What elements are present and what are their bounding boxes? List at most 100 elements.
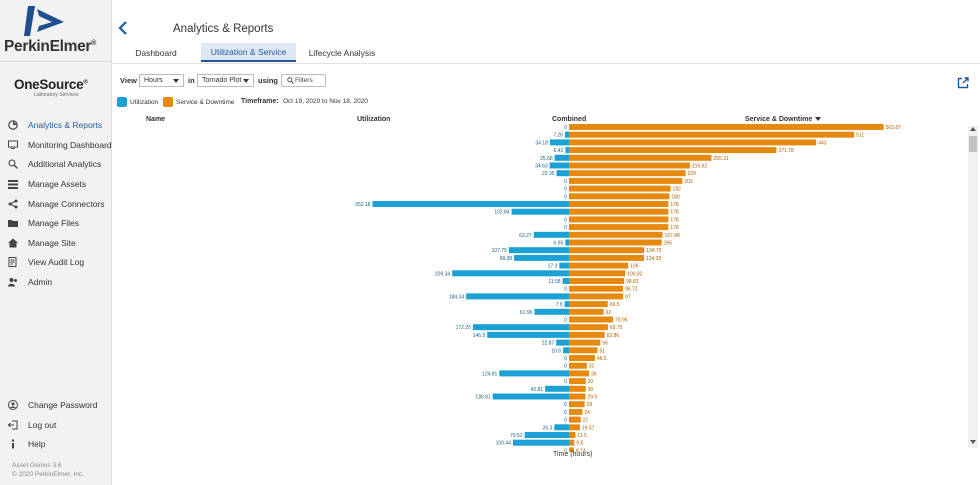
utilization-data-label: 209.34 xyxy=(435,271,451,277)
service-data-label: 178 xyxy=(670,225,679,231)
home-icon xyxy=(8,238,18,248)
utilization-bar xyxy=(549,139,569,146)
sidebar-item-log-out[interactable]: Log out xyxy=(0,416,112,434)
utilization-data-label: 22.35 xyxy=(542,171,555,177)
utilization-bar xyxy=(514,254,569,261)
utilization-data-label: 0 xyxy=(564,418,567,424)
utilization-data-label: 0 xyxy=(564,448,567,452)
monitor-icon xyxy=(8,140,18,150)
service-data-label: 180 xyxy=(671,194,680,200)
utilization-data-label: 7.26 xyxy=(553,133,563,139)
service-data-label: 106 xyxy=(630,264,639,270)
plot-type-select[interactable]: Tornado Plot xyxy=(197,74,254,87)
tab-utilization-service[interactable]: Utilization & Service xyxy=(201,43,296,62)
list-icon xyxy=(8,179,18,189)
service-bar xyxy=(569,254,644,261)
export-icon[interactable] xyxy=(957,77,969,89)
legend-swatch-utilization[interactable] xyxy=(117,97,127,107)
scrollbar-thumb[interactable] xyxy=(969,136,977,152)
sidebar-item-help[interactable]: Help xyxy=(0,435,112,453)
chart-scrollbar[interactable] xyxy=(968,126,978,448)
sidebar-item-label: Manage Assets xyxy=(28,179,87,189)
service-data-label: 62 xyxy=(606,310,612,316)
tab-lifecycle-analysis[interactable]: Lifecycle Analysis xyxy=(308,47,376,58)
service-data-label: 563.87 xyxy=(886,125,902,131)
column-header-combined[interactable]: Combined xyxy=(552,116,587,123)
column-header-name[interactable]: Name xyxy=(146,116,166,123)
version-info: Asset Genius 3.6 © 2020 PerkinElmer, Inc… xyxy=(12,461,84,479)
sidebar-item-label: Analytics & Reports xyxy=(28,120,103,130)
column-header-utilization[interactable]: Utilization xyxy=(357,116,391,123)
service-data-label: 8.74 xyxy=(576,448,586,452)
service-data-label: 9.5 xyxy=(576,441,583,447)
utilization-data-label: 0 xyxy=(564,179,567,185)
utilization-bar xyxy=(533,231,569,238)
service-data-label: 30 xyxy=(588,379,594,385)
sidebar-item-monitoring-dashboard[interactable]: Monitoring Dashboard xyxy=(0,136,112,154)
service-bar xyxy=(569,316,614,323)
service-data-label: 511 xyxy=(856,133,864,139)
service-data-label: 11.5 xyxy=(577,433,587,439)
copyright-text: © 2020 PerkinElmer, Inc. xyxy=(12,471,84,478)
scroll-up-icon[interactable] xyxy=(970,127,976,131)
filters-button[interactable]: Filters xyxy=(281,74,326,87)
utilization-data-label: 34.63 xyxy=(535,164,548,170)
utilization-data-label: 0 xyxy=(564,187,567,193)
service-data-label: 216.62 xyxy=(692,164,708,170)
utilization-data-label: 63.27 xyxy=(519,233,532,239)
scroll-down-icon[interactable] xyxy=(970,440,976,444)
service-data-label: 69.75 xyxy=(610,325,623,331)
utilization-bar xyxy=(564,131,569,138)
service-data-label: 178 xyxy=(670,210,679,216)
utilization-data-label: 0 xyxy=(564,194,567,200)
chart-icon xyxy=(8,120,18,130)
legend-swatch-service[interactable] xyxy=(163,97,173,107)
service-data-label: 32 xyxy=(589,364,595,370)
service-data-label: 97 xyxy=(625,294,631,300)
service-data-label: 28 xyxy=(587,402,593,408)
service-data-label: 134.35 xyxy=(646,256,662,262)
chevron-down-icon xyxy=(243,79,249,83)
sidebar: PerkinElmer® OneSource® Laboratory Servi… xyxy=(0,0,112,485)
utilization-data-label: 0 xyxy=(564,225,567,231)
sidebar-item-manage-assets[interactable]: Manage Assets xyxy=(0,175,112,193)
info-icon xyxy=(8,439,18,449)
utilization-data-label: 42.81 xyxy=(531,387,544,393)
sidebar-item-manage-site[interactable]: Manage Site xyxy=(0,234,112,252)
utilization-data-label: 107.75 xyxy=(492,248,508,254)
service-bar xyxy=(569,170,686,177)
utilization-data-label: 10.6 xyxy=(551,348,561,354)
utilization-data-label: 26.3 xyxy=(543,425,553,431)
sidebar-item-manage-files[interactable]: Manage Files xyxy=(0,214,112,232)
sidebar-item-additional-analytics[interactable]: Additional Analytics xyxy=(0,155,112,173)
sidebar-item-view-audit-log[interactable]: View Audit Log xyxy=(0,253,112,271)
column-header-service-label: Service & Downtime xyxy=(745,116,813,123)
utilization-bar xyxy=(372,201,569,207)
sidebar-item-analytics-reports[interactable]: Analytics & Reports xyxy=(0,116,112,134)
sidebar-item-manage-connectors[interactable]: Manage Connectors xyxy=(0,195,112,213)
service-bar xyxy=(569,293,624,300)
sidebar-item-label: Manage Connectors xyxy=(28,199,105,209)
timeframe-value: Oct 19, 2020 to Nov 18, 2020 xyxy=(283,98,368,105)
tab-dashboard[interactable]: Dashboard xyxy=(135,47,177,58)
users-icon xyxy=(8,277,18,287)
service-data-label: 78.95 xyxy=(615,318,628,324)
page-title: Analytics & Reports xyxy=(173,23,274,35)
product-logo: OneSource® xyxy=(14,77,88,92)
sort-desc-icon xyxy=(815,117,822,122)
back-arrow-icon[interactable] xyxy=(117,20,129,36)
service-data-label: 203 xyxy=(684,179,693,185)
service-bar xyxy=(569,262,629,269)
service-bar xyxy=(569,247,645,254)
view-unit-select[interactable]: Hours xyxy=(139,74,184,87)
utilization-data-label: 0 xyxy=(564,364,567,370)
service-bar xyxy=(569,308,604,315)
column-header-service[interactable]: Service & Downtime xyxy=(745,116,822,123)
service-bar xyxy=(569,177,683,184)
service-data-label: 69.5 xyxy=(610,302,620,308)
service-bar xyxy=(569,285,623,292)
utilization-data-label: 352.18 xyxy=(355,202,371,208)
sidebar-item-change-password[interactable]: Change Password xyxy=(0,396,112,414)
utilization-data-label: 98.38 xyxy=(500,256,513,262)
sidebar-item-admin[interactable]: Admin xyxy=(0,273,112,291)
